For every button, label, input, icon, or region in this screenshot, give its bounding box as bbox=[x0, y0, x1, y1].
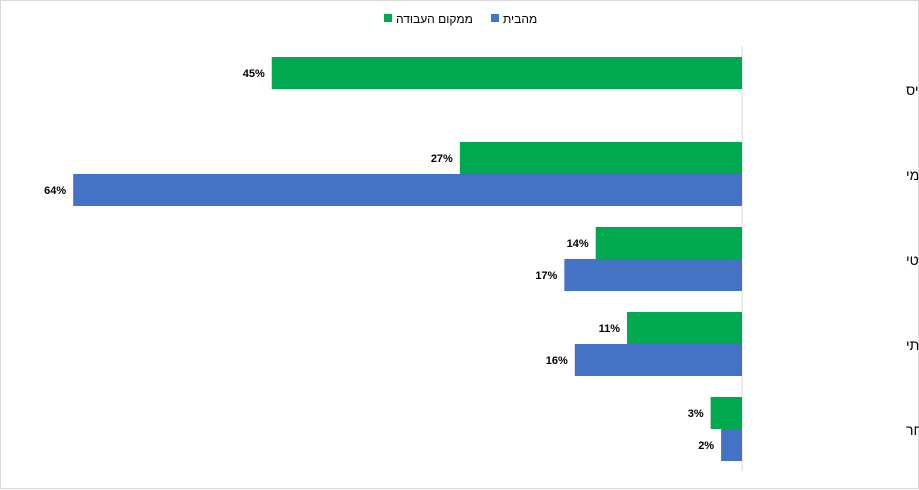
data-label-series-0-cat-0: 45% bbox=[243, 68, 265, 80]
legend-swatch-0 bbox=[384, 14, 392, 22]
category-label-4: אחר bbox=[906, 422, 919, 438]
data-label-series-0-cat-1: 27% bbox=[431, 153, 453, 165]
bar-series-0-cat-4 bbox=[710, 397, 742, 429]
bar-series-1-cat-2 bbox=[564, 259, 742, 291]
category-label-0: באמצעות כרטיס bbox=[906, 82, 919, 98]
legend-label-1: מהבית bbox=[503, 12, 537, 26]
legend: ממקום העבודה מהבית bbox=[384, 12, 537, 26]
category-label-2: מעקב אוטומטי bbox=[906, 252, 919, 268]
bar-series-0-cat-3 bbox=[627, 312, 742, 344]
data-label-series-1-cat-3: 16% bbox=[546, 355, 568, 367]
bar-series-1-cat-3 bbox=[574, 344, 742, 376]
data-label-series-1-cat-4: 2% bbox=[698, 440, 714, 452]
data-label-series-0-cat-3: 11% bbox=[599, 323, 621, 335]
data-label-series-1-cat-1: 64% bbox=[44, 185, 66, 197]
bars: 45% 27% 64% 14% 17% 11% 16% 3% 2% bbox=[44, 57, 742, 461]
category-label-1: דיווח עצמי bbox=[906, 167, 919, 183]
bar-series-0-cat-2 bbox=[595, 227, 742, 259]
data-label-series-0-cat-2: 14% bbox=[567, 238, 589, 250]
legend-swatch-1 bbox=[491, 14, 499, 22]
category-label-3: אין מעקב אחרי שעות עבודתי bbox=[906, 337, 919, 353]
data-label-series-0-cat-4: 3% bbox=[688, 408, 704, 420]
data-label-series-1-cat-2: 17% bbox=[535, 270, 557, 282]
bar-series-0-cat-1 bbox=[459, 142, 742, 174]
legend-label-0: ממקום העבודה bbox=[396, 12, 473, 26]
bar-series-0-cat-0 bbox=[271, 57, 742, 89]
bar-series-1-cat-4 bbox=[721, 429, 742, 461]
bar-series-1-cat-1 bbox=[73, 174, 742, 206]
category-labels: באמצעות כרטיס דיווח עצמי מעקב אוטומטי אין מ… bbox=[906, 82, 919, 438]
